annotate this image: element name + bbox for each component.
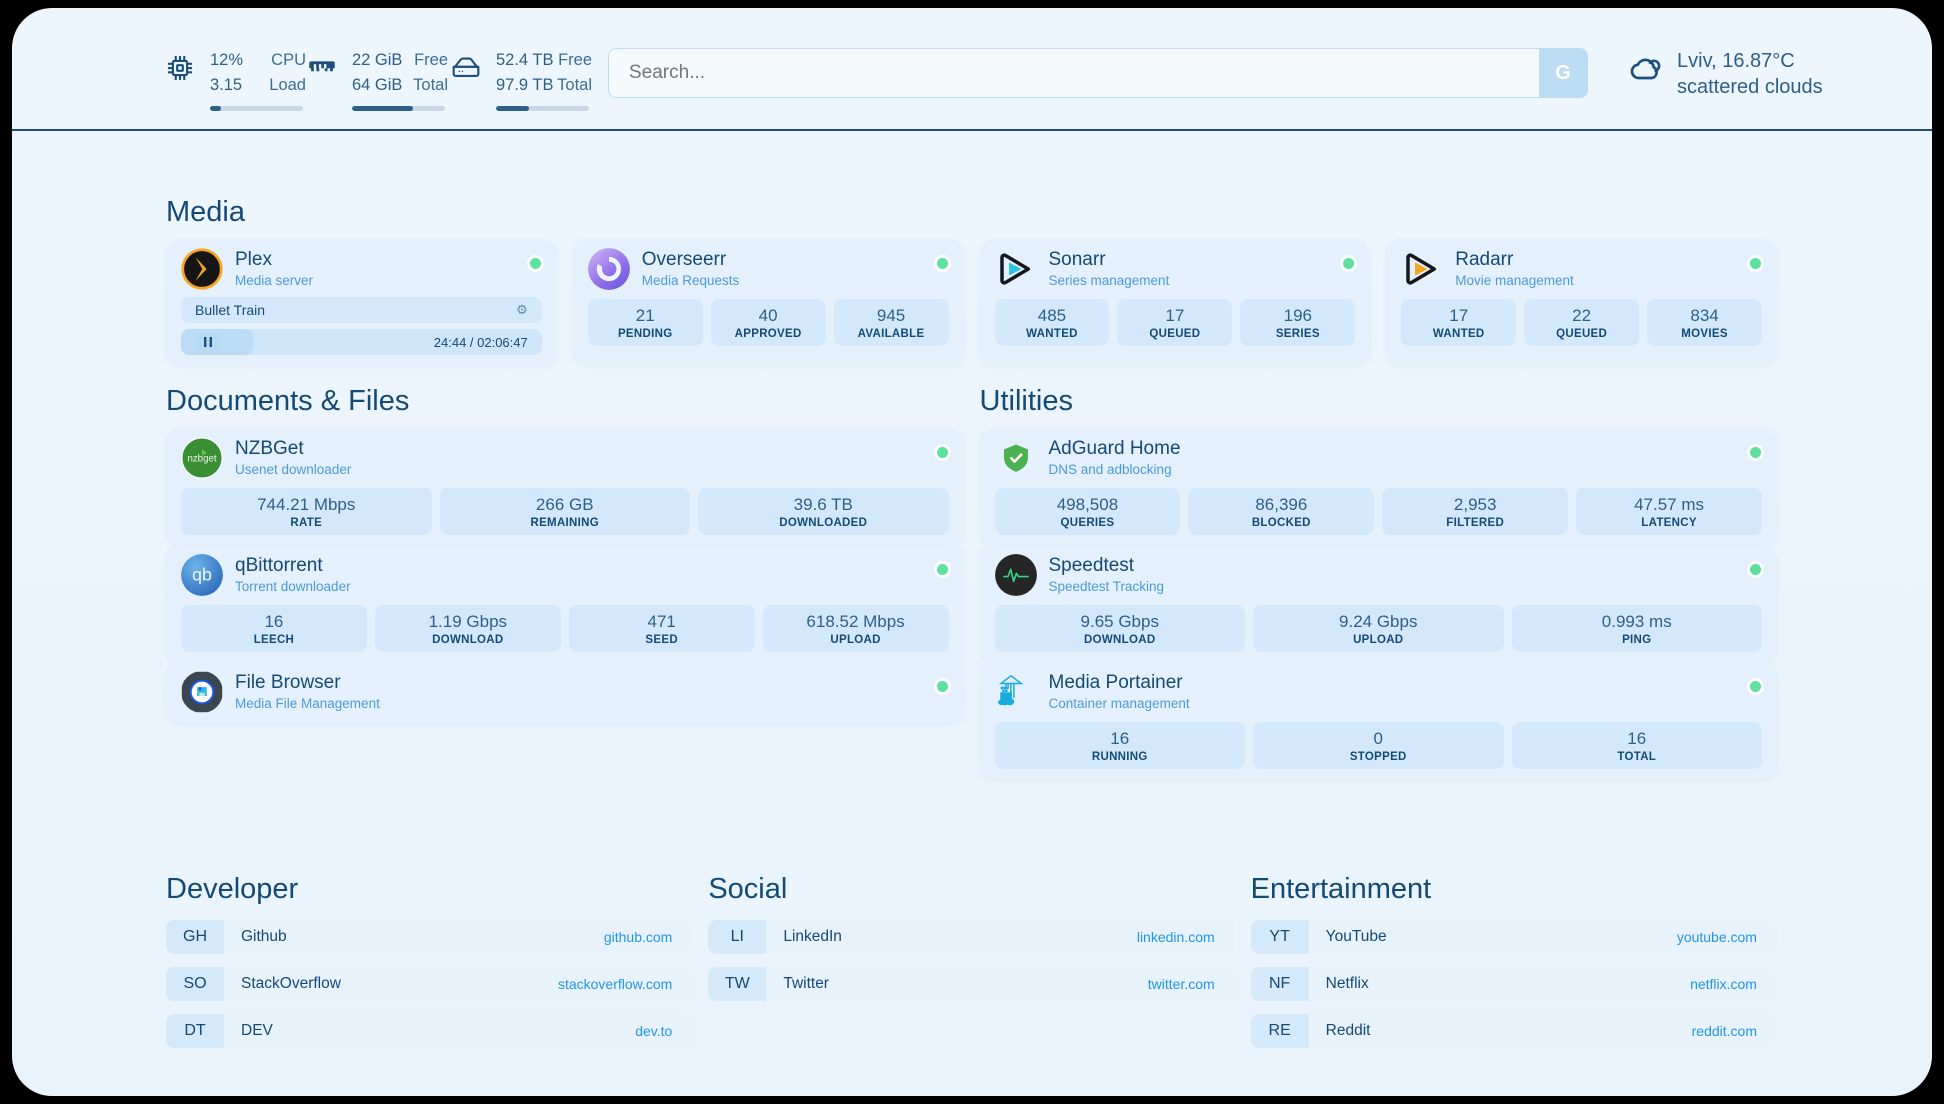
svg-text:nzbget: nzbget — [187, 454, 216, 465]
svg-text:qb: qb — [192, 565, 212, 585]
